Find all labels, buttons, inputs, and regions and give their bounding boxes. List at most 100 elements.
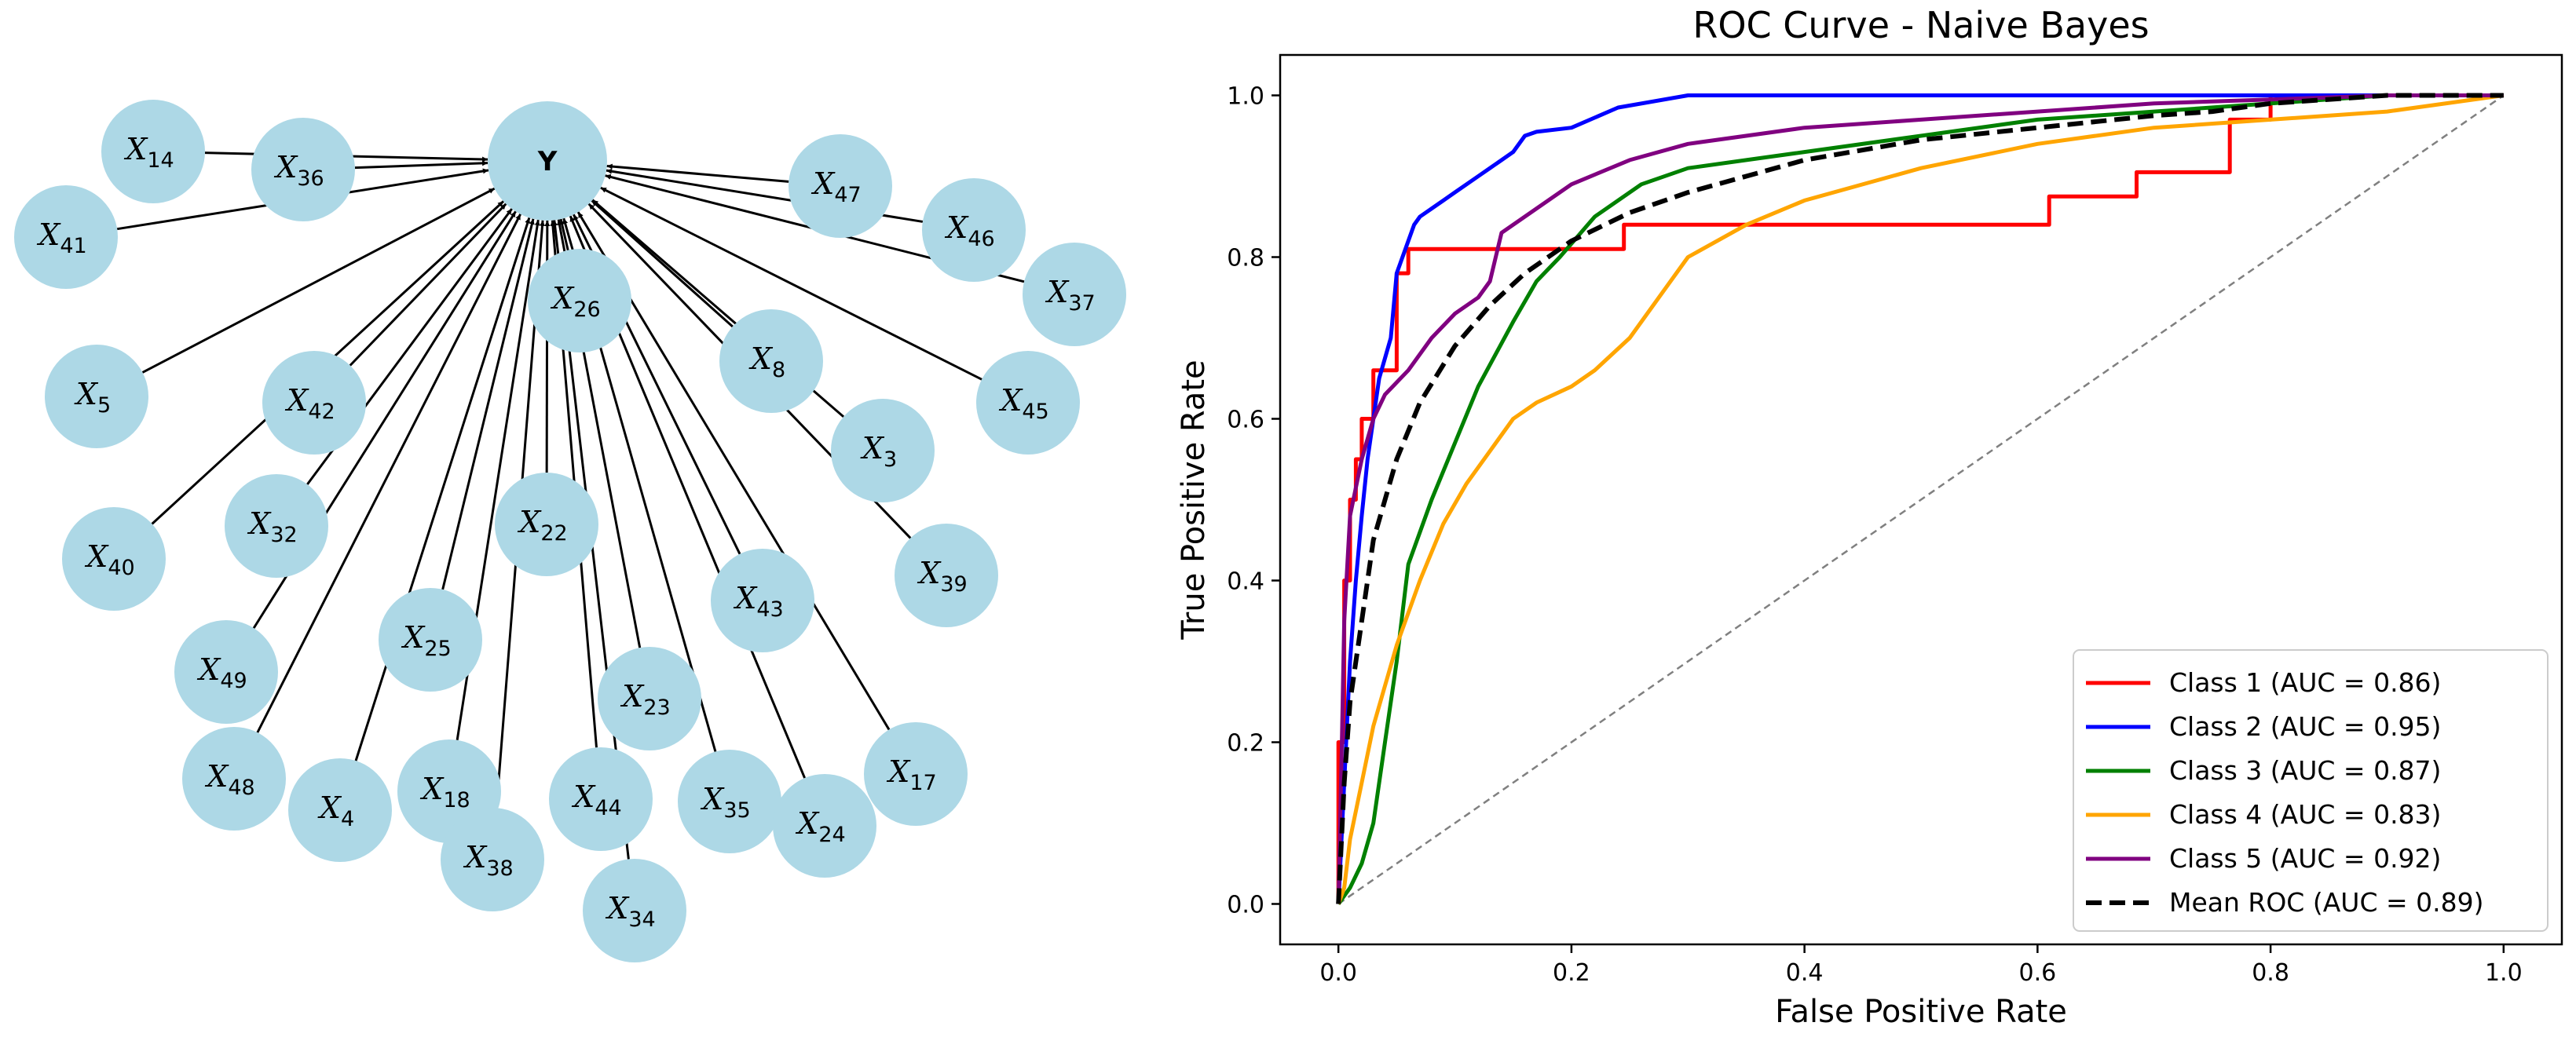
node-label: X22 (517, 505, 567, 546)
node-label: X37 (1045, 275, 1095, 316)
node-x3: X3 (831, 399, 935, 502)
edge-x42-to-y (349, 203, 507, 367)
node-x23: X23 (598, 647, 701, 750)
node-x5: X5 (45, 345, 148, 448)
node-y-label: Y (537, 146, 558, 177)
node-label: X46 (944, 210, 994, 251)
legend-label-5: Class 5 (AUC = 0.92) (2169, 843, 2441, 874)
node-label: X49 (196, 652, 247, 693)
edge-x36-to-y (354, 160, 488, 170)
feature-nodes: X14 X36 X41 X47 X46 X37 X26 X8 X5 X42 X45 X3 X40 X32 X… (14, 100, 1126, 962)
edge-x45-to-y (600, 186, 982, 381)
node-x42: X42 (262, 351, 366, 455)
node-label: X3 (860, 431, 897, 472)
series-line-6 (1336, 93, 2504, 904)
node-label: X39 (917, 556, 967, 597)
node-x8: X8 (719, 309, 823, 413)
legend-label-2: Class 2 (AUC = 0.95) (2169, 711, 2441, 742)
node-label: X4 (317, 791, 354, 831)
node-label: X40 (84, 539, 134, 580)
node-x48: X48 (182, 727, 286, 831)
edge-x5-to-y (141, 187, 496, 374)
plot-frame (1279, 53, 2563, 946)
y-tick-label: 0.2 (1227, 730, 1264, 758)
node-x41: X41 (14, 185, 118, 289)
edge-x4-to-y (354, 217, 531, 761)
x-tick-label: 0.2 (1553, 959, 1590, 987)
edge-x48-to-y (256, 214, 521, 733)
node-label: X5 (74, 377, 111, 418)
naive-bayes-network: X14 X36 X41 X47 X46 X37 X26 X8 X5 X42 X45 X3 X40 X32 X… (14, 100, 1126, 962)
series-line-3 (1337, 93, 2504, 905)
node-label: X47 (810, 166, 861, 207)
node-label: X34 (605, 891, 655, 932)
roc-series (1336, 93, 2505, 905)
y-tick-label: 1.0 (1227, 83, 1264, 111)
node-y: Y (488, 101, 607, 221)
chart-title: ROC Curve - Naive Bayes (1692, 4, 2149, 46)
node-x35: X35 (678, 750, 781, 853)
node-x32: X32 (225, 474, 328, 578)
legend-label-3: Class 3 (AUC = 0.87) (2169, 755, 2441, 786)
node-label: X26 (550, 281, 600, 322)
node-label: X17 (886, 754, 936, 795)
node-label: X25 (401, 620, 451, 661)
node-x34: X34 (583, 859, 686, 962)
node-label: X43 (733, 581, 783, 622)
x-tick-label: 0.6 (2019, 959, 2057, 987)
node-x39: X39 (895, 524, 998, 627)
legend: Class 1 (AUC = 0.86) Class 2 (AUC = 0.95)… (2073, 649, 2549, 932)
node-x43: X43 (711, 549, 814, 652)
x-axis-label: False Positive Rate (1775, 994, 2067, 1030)
series-line-5 (1336, 93, 2504, 904)
node-x36: X36 (251, 118, 355, 221)
legend-label-1: Class 1 (AUC = 0.86) (2169, 667, 2441, 698)
node-x17: X17 (864, 722, 968, 826)
y-tick-label: 0.8 (1227, 245, 1264, 272)
node-label: X41 (36, 217, 86, 258)
node-label: X18 (419, 772, 470, 812)
node-x45: X45 (976, 351, 1080, 455)
node-x25: X25 (379, 588, 482, 692)
edge-x25-to-y (441, 218, 535, 590)
roc-chart: 0.0 0.2 0.4 0.6 0.8 1.0 0.0 0.2 0.4 0.6 0.8 1.0 ROC … (1176, 4, 2563, 1030)
node-x37: X37 (1023, 243, 1126, 346)
edge-x8-to-y (591, 199, 734, 328)
node-x38: X38 (441, 808, 544, 911)
node-label: X44 (571, 780, 621, 820)
node-x44: X44 (549, 747, 653, 851)
node-x40: X40 (62, 507, 166, 611)
node-x4: X4 (288, 758, 392, 862)
node-x46: X46 (922, 178, 1026, 282)
legend-box (2073, 649, 2549, 932)
node-x26: X26 (528, 249, 631, 352)
x-tick-label: 0.8 (2252, 959, 2289, 987)
node-label: X32 (247, 506, 297, 547)
node-x24: X24 (773, 774, 876, 878)
series-line-4 (1336, 93, 2505, 905)
node-x47: X47 (789, 134, 892, 238)
legend-label-6: Mean ROC (AUC = 0.89) (2169, 887, 2483, 918)
y-tick-label: 0.4 (1227, 568, 1264, 596)
edge-x47-to-y (606, 163, 789, 183)
x-tick-label: 0.4 (1786, 959, 1824, 987)
ticks: 0.0 0.2 0.4 0.6 0.8 1.0 0.0 0.2 0.4 0.6 0.8 1.0 (1227, 83, 2522, 988)
series-line-2 (1336, 93, 2504, 904)
node-label: X14 (123, 132, 174, 173)
y-axis-label: True Positive Rate (1176, 360, 1212, 640)
chance-diagonal (1337, 94, 2505, 905)
node-label: X23 (620, 679, 670, 720)
node-label: X36 (273, 150, 324, 191)
x-tick-label: 1.0 (2485, 959, 2523, 987)
node-label: X48 (204, 759, 254, 800)
node-label: X45 (998, 383, 1048, 424)
node-label: X24 (795, 806, 845, 847)
node-x22: X22 (495, 473, 598, 576)
node-x49: X49 (174, 620, 278, 724)
legend-label-4: Class 4 (AUC = 0.83) (2169, 799, 2441, 830)
node-label: X42 (284, 383, 335, 424)
node-label: X8 (748, 341, 785, 382)
x-tick-label: 0.0 (1319, 959, 1357, 987)
